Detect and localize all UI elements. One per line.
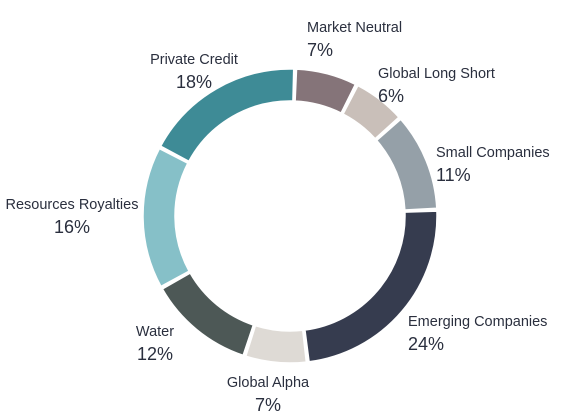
slice-label-emerging-companies: Emerging Companies <box>408 314 547 330</box>
slice-private-credit <box>159 68 295 163</box>
slice-market-neutral <box>294 68 357 114</box>
slice-label-water: Water <box>136 324 174 340</box>
slice-value-small-companies: 11% <box>436 165 471 185</box>
slice-value-global-alpha: 7% <box>255 395 281 415</box>
slice-label-resources-royalties: Resources Royalties <box>6 197 139 213</box>
slice-water <box>161 272 255 357</box>
slice-value-emerging-companies: 24% <box>408 334 444 354</box>
slice-label-global-alpha: Global Alpha <box>227 375 310 391</box>
slice-value-global-long-short: 6% <box>378 86 404 106</box>
slice-label-market-neutral: Market Neutral <box>307 20 402 36</box>
slice-labels: Market Neutral 7% Global Long Short 6% Small… <box>6 20 550 415</box>
slice-value-resources-royalties: 16% <box>54 217 90 237</box>
slice-global-alpha <box>244 324 308 364</box>
slice-label-global-long-short: Global Long Short <box>378 66 495 82</box>
slice-global-long-short <box>342 84 400 140</box>
slice-value-market-neutral: 7% <box>307 40 333 60</box>
slice-emerging-companies <box>304 210 438 363</box>
slice-value-water: 12% <box>137 344 173 364</box>
slice-resources-royalties <box>142 147 191 288</box>
slice-value-private-credit: 18% <box>176 72 212 92</box>
donut-slices <box>142 68 438 364</box>
slice-label-small-companies: Small Companies <box>436 145 550 161</box>
slice-small-companies <box>375 118 438 211</box>
slice-label-private-credit: Private Credit <box>150 52 238 68</box>
